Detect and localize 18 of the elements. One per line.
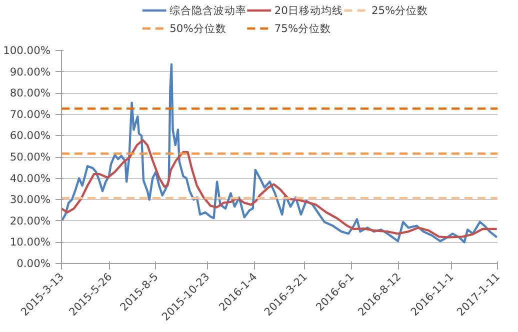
y-tick-label: 40.00%	[10, 172, 51, 185]
y-tick-label: 20.00%	[10, 214, 51, 228]
y-tick-label: 0.00%	[16, 257, 51, 270]
y-tick-label: 50.00%	[10, 150, 51, 164]
y-tick-label: 10.00%	[10, 236, 51, 249]
legend-label: 25%分位数	[371, 4, 428, 17]
y-tick-label: 90.00%	[10, 65, 51, 78]
y-tick-label: 100.00%	[3, 44, 51, 57]
line-series	[62, 63, 498, 244]
legend-label: 综合隐含波动率	[170, 4, 247, 17]
legend-label: 50%分位数	[170, 22, 226, 35]
legend-label: 75%分位数	[274, 22, 332, 35]
y-tick-label: 80.00%	[10, 86, 51, 100]
line-series	[62, 139, 498, 238]
y-tick-label: 30.00%	[10, 193, 51, 206]
y-tick-label: 70.00%	[10, 108, 51, 121]
y-tick-label: 60.00%	[10, 129, 51, 142]
legend-label: 20日移动均线	[274, 4, 343, 17]
